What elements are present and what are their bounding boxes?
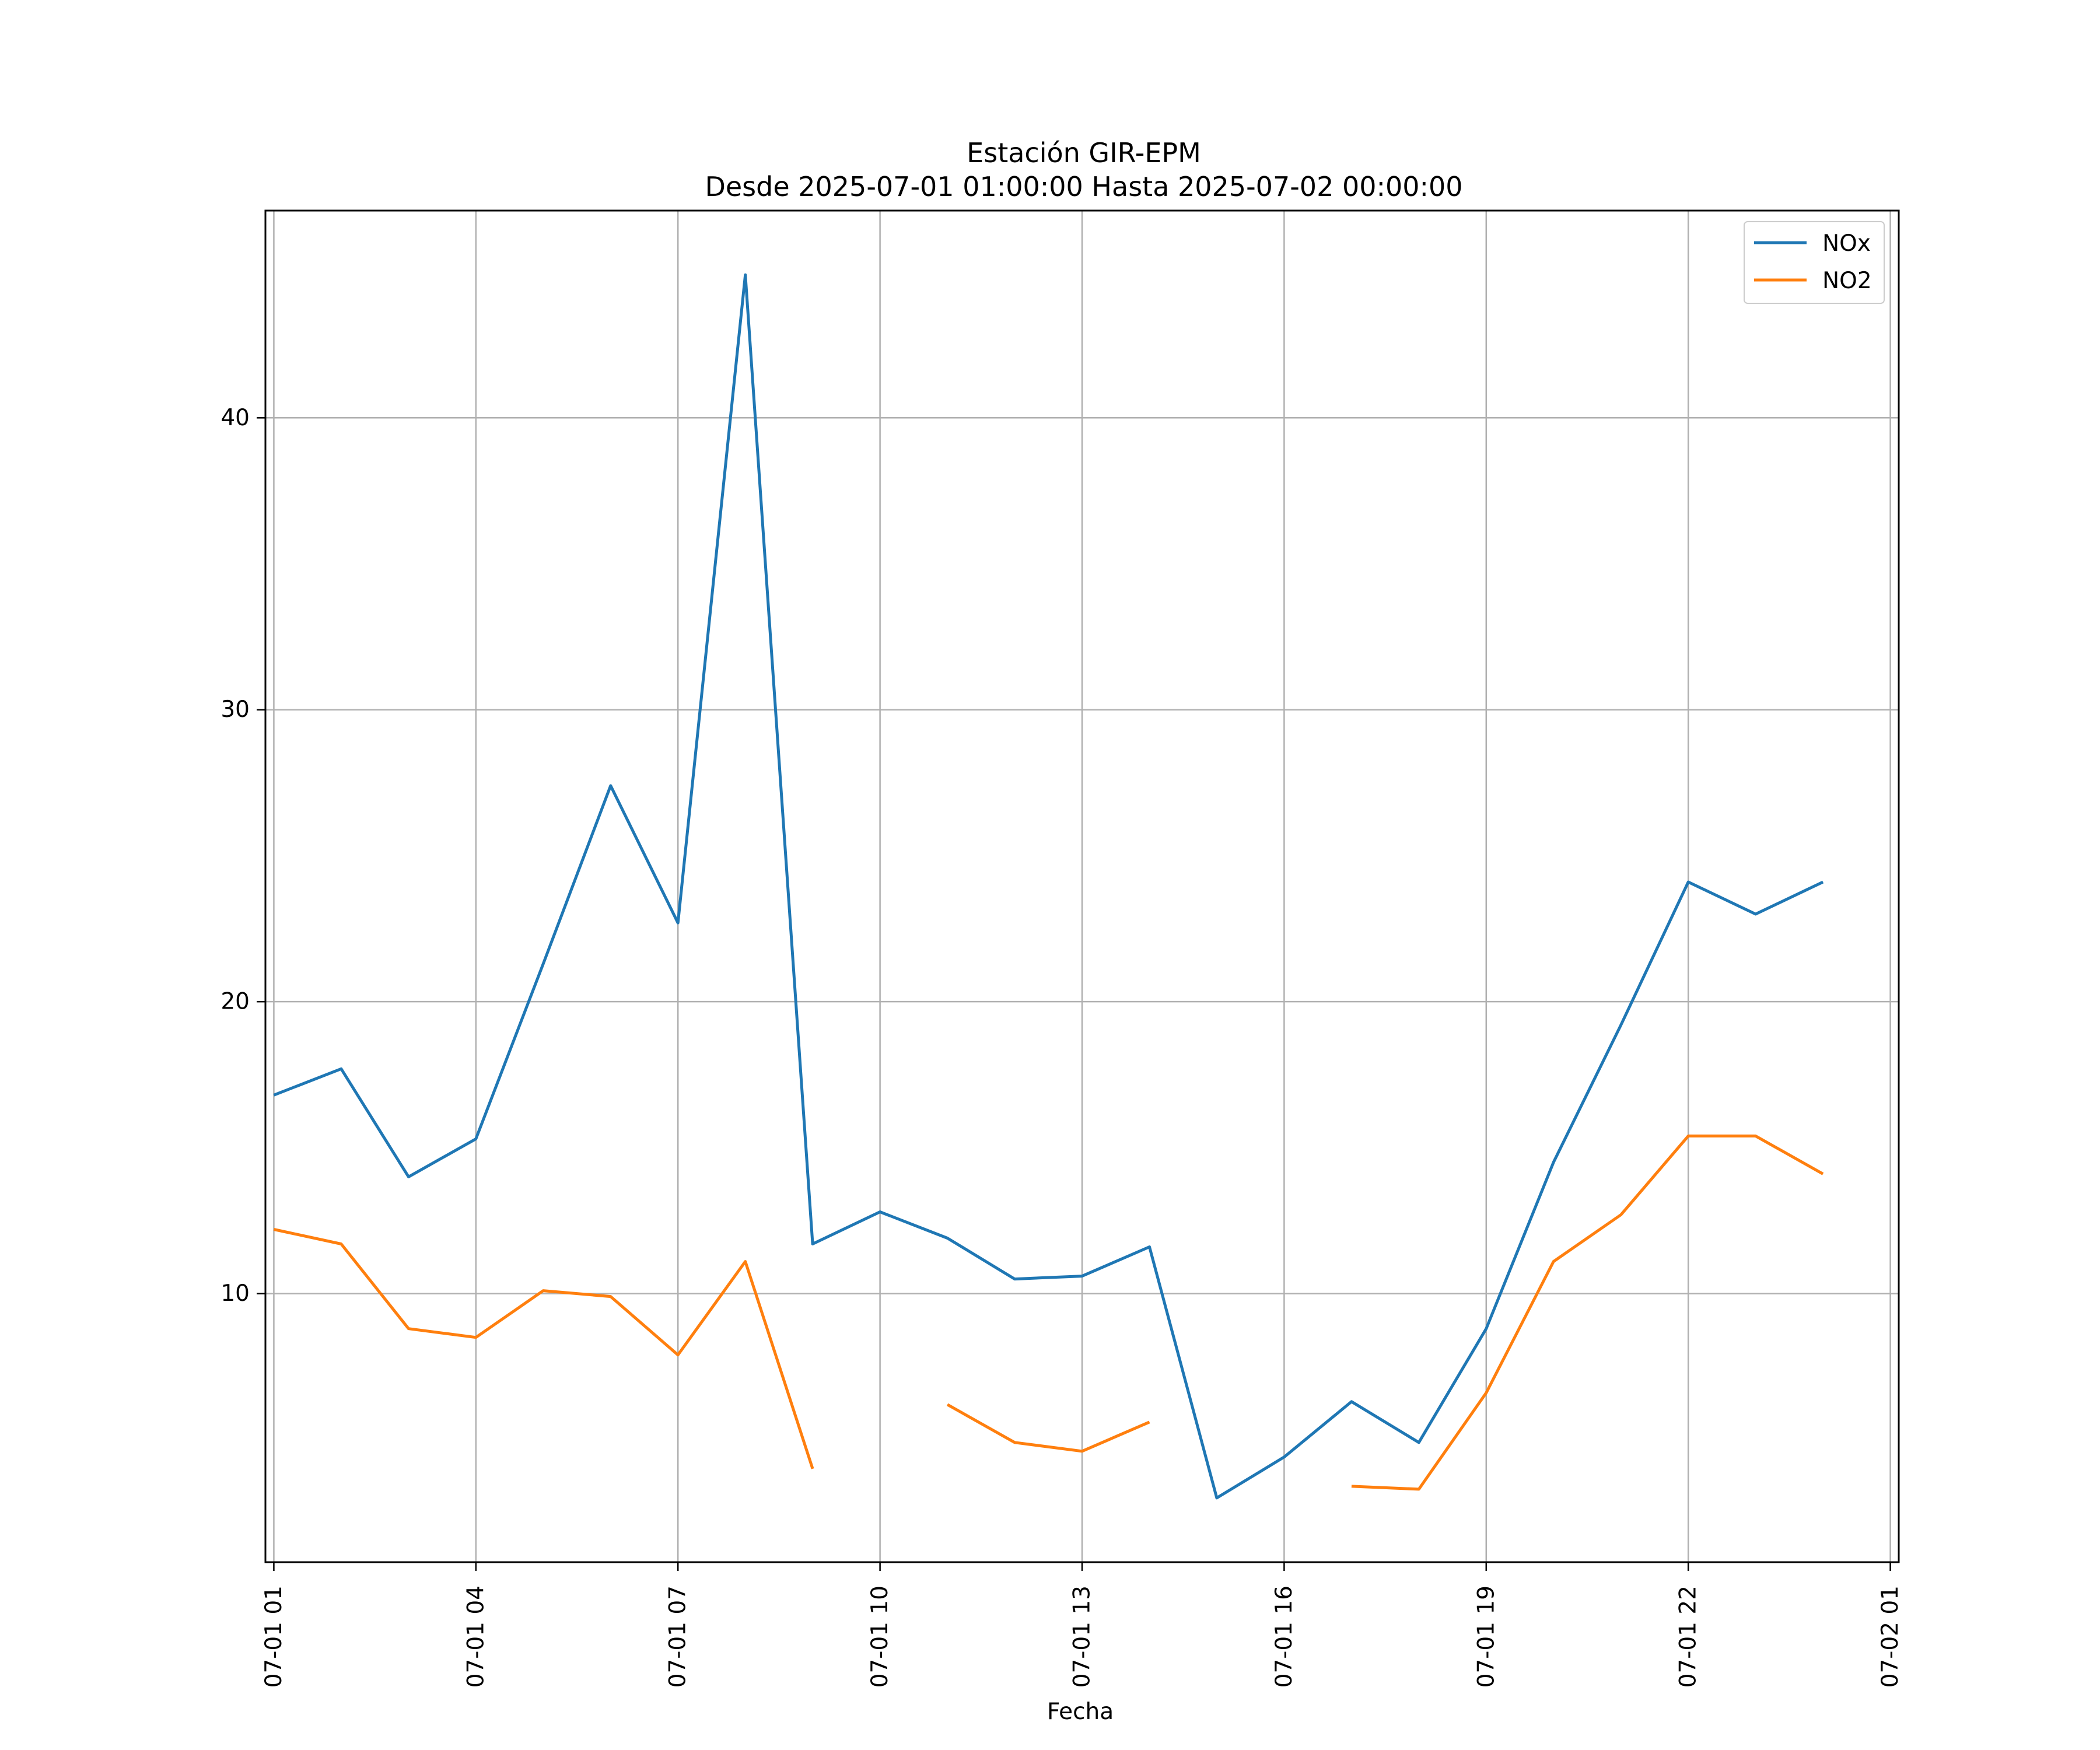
y-tick-label: 20: [220, 989, 250, 1015]
x-tick-label: 07-01 16: [1271, 1586, 1297, 1688]
legend: NOx NO2: [1744, 221, 1885, 304]
x-tick-label: 07-01 22: [1675, 1586, 1702, 1688]
x-tick-label: 07-01 01: [261, 1586, 287, 1688]
chart-subtitle: Desde 2025-07-01 01:00:00 Hasta 2025-07-…: [705, 171, 1462, 202]
x-ticks: 07-01 01 07-01 04 07-01 07 07-01 10 07-01 13…: [261, 1562, 1903, 1688]
legend-label-no2: NO2: [1822, 268, 1872, 294]
series-nox: [273, 273, 1824, 1500]
x-tick-label: 07-01 13: [1069, 1586, 1096, 1688]
y-tick-label: 10: [220, 1280, 250, 1307]
x-tick-label: 07-02 01: [1877, 1586, 1903, 1688]
x-tick-label: 07-01 19: [1473, 1586, 1499, 1688]
legend-label-nox: NOx: [1822, 230, 1871, 257]
series-line-no2: [273, 1228, 814, 1469]
series-line-no2: [1351, 1134, 1824, 1491]
x-tick-label: 07-01 10: [867, 1586, 893, 1688]
x-tick-label: 07-01 07: [665, 1586, 691, 1688]
grid: [265, 211, 1899, 1562]
y-tick-label: 40: [220, 405, 250, 431]
series-line-no2: [946, 1403, 1150, 1453]
x-tick-label: 07-01 04: [463, 1586, 489, 1688]
series-no2: [273, 1134, 1824, 1491]
y-ticks: 10 20 30 40: [220, 405, 265, 1307]
series-lines: [273, 273, 1824, 1500]
chart-title: Estación GIR-EPM: [967, 137, 1201, 169]
x-axis-label: Fecha: [1047, 1699, 1114, 1725]
y-tick-label: 30: [220, 696, 250, 723]
series-line-nox: [273, 273, 1824, 1500]
